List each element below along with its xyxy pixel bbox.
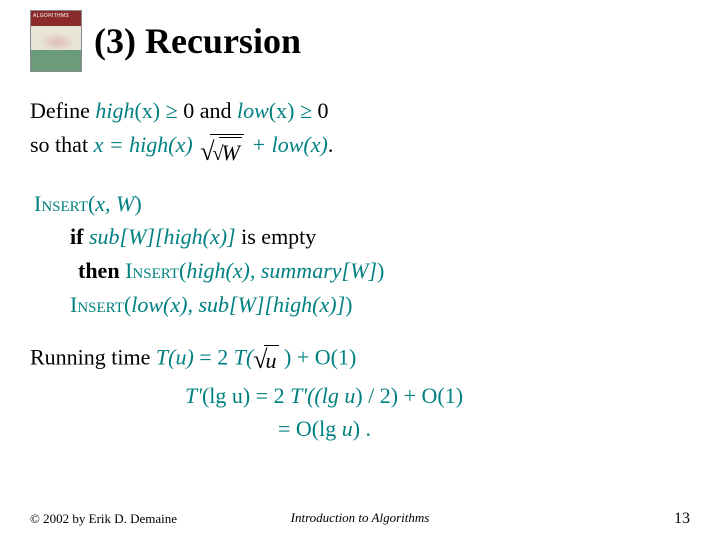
text-zero-and: 0 and [178,98,237,123]
footer-page-number: 13 [674,510,690,528]
over2: ) / 2) + O(1) [355,383,463,408]
u-text: u [344,383,355,408]
double-sqrt-w: √√W [200,134,244,169]
text-define: Define [30,98,95,123]
define-block: Define high(x) ≥ 0 and low(x) ≥ 0 so tha… [30,96,690,169]
insert-fn: Insert [34,191,88,216]
paren-close-3: ) [345,292,352,317]
sqrt-u-arg: u [266,348,277,373]
define-line-1: Define high(x) ≥ 0 and low(x) ≥ 0 [30,96,690,126]
if-condition: sub[W][high(x)] [83,224,235,249]
period: . [328,132,334,157]
eq-final: = O(lg [278,416,342,441]
sqrt-w-arg: W [221,140,239,165]
paren-close: ) [134,191,141,216]
call1-args: high(x), summary[W] [186,258,377,283]
sig-args: x, W [95,191,134,216]
keyword-then: then [78,258,125,283]
define-line-2: so that x = high(x) √√W + low(x). [30,130,690,169]
footer-title: Introduction to Algorithms [291,510,430,526]
final-close: ) . [353,416,371,441]
footer-copyright: © 2002 by Erik D. Demaine [30,511,177,527]
plus-o1: ) + O(1) [279,344,357,369]
paren-close-2: ) [377,258,384,283]
keyword-if: if [70,224,83,249]
high-fn: high [95,98,134,123]
runtime-line-1: Running time T(u) = 2 T(√u ) + O(1) [30,342,690,377]
slide-title: (3) Recursion [94,20,301,62]
runtime-line-3: = O(lg u) . [278,414,690,444]
runtime-line-2: T'(lg u) = 2 T'((lg u) / 2) + O(1) [185,381,690,411]
text-running-time: Running time [30,344,156,369]
eq-2: = 2 [194,344,234,369]
geq-symbol: ≥ [166,98,178,123]
slide-container: (3) Recursion Define high(x) ≥ 0 and low… [0,0,720,540]
geq-symbol-2: ≥ [300,98,312,123]
lg-u: (lg u) [202,383,250,408]
algorithm-block: Insert(x, W) if sub[W][high(x)] is empty… [34,189,690,320]
low-fn: low [237,98,269,123]
eq-2b: = 2 [250,383,290,408]
text-x-open-2: (x) [269,98,300,123]
algo-signature: Insert(x, W) [34,189,690,219]
T-open: T( [234,344,254,369]
runtime-block: Running time T(u) = 2 T(√u ) + O(1) T'(l… [30,342,690,444]
call2-args: low(x), sub[W][high(x)] [131,292,345,317]
sqrt-u: √u [253,342,278,377]
x-eq-highx: x = high(x) [94,132,193,157]
slide-content: Define high(x) ≥ 0 and low(x) ≥ 0 so tha… [30,96,690,444]
text-is-empty: is empty [236,224,317,249]
algo-if-line: if sub[W][high(x)] is empty [70,222,690,252]
insert-fn-2: Insert [125,258,179,283]
text-geq0: 0 [312,98,329,123]
book-cover-icon [30,10,82,72]
insert-fn-3: Insert [70,292,124,317]
plus-lowx: + low(x) [251,132,328,157]
algo-then-line: then Insert(high(x), summary[W]) [78,256,690,286]
T-prime: T' [185,383,202,408]
rhs2: T'((lg [290,383,344,408]
title-row: (3) Recursion [30,10,690,72]
T-u: T(u) [156,344,194,369]
algo-call2-line: Insert(low(x), sub[W][high(x)]) [70,290,690,320]
u-final: u [342,416,353,441]
text-so-that: so that [30,132,94,157]
text-x-open: (x) [134,98,165,123]
footer: © 2002 by Erik D. Demaine Introduction t… [30,510,690,528]
